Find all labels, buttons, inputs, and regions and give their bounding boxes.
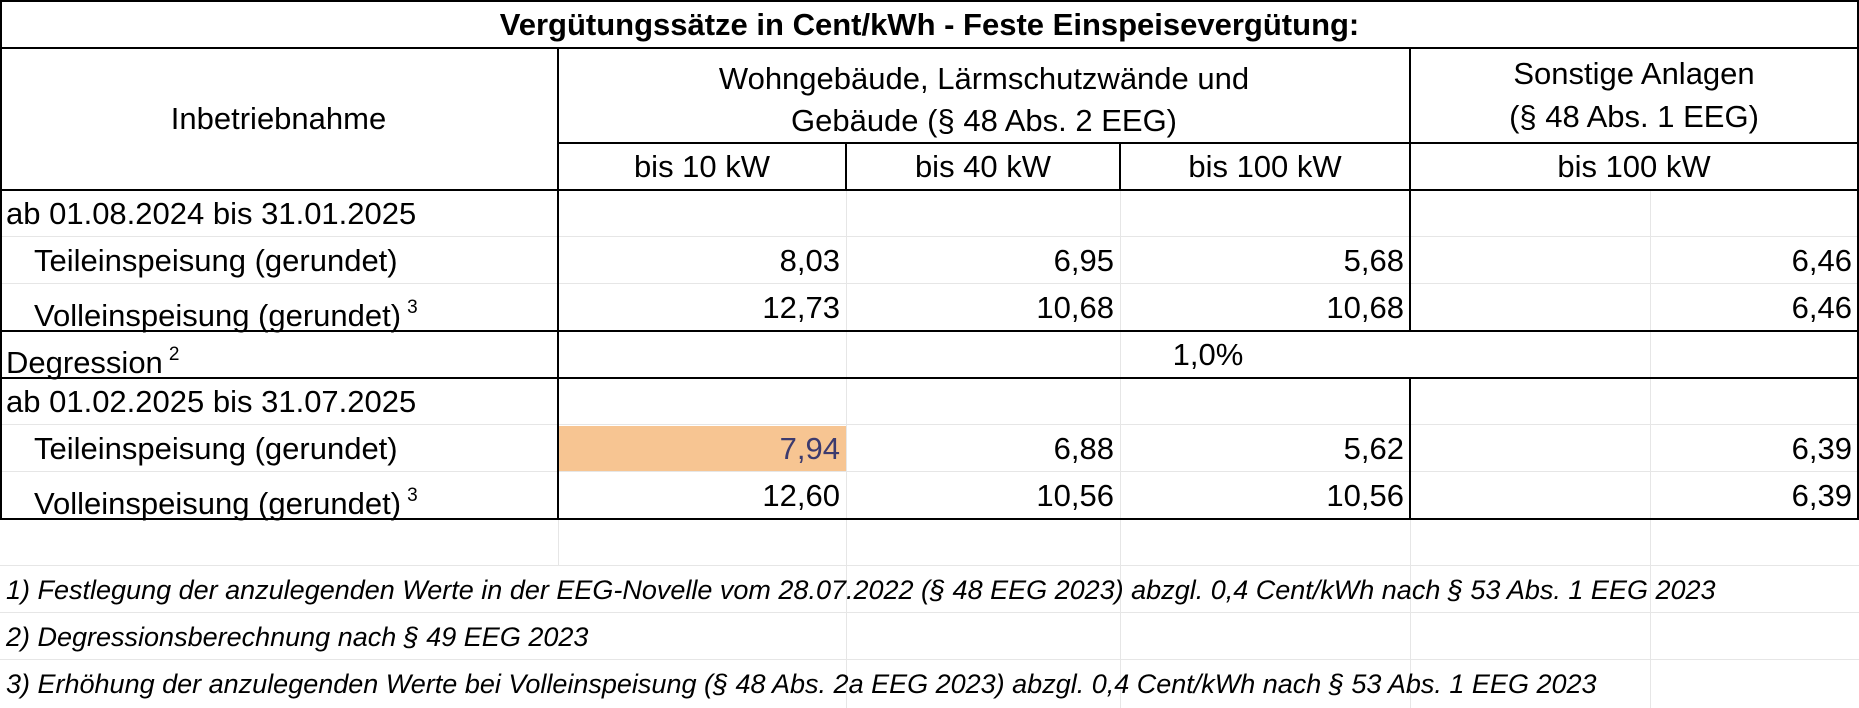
table-cell[interactable]: 12,60 (762, 478, 840, 513)
table-border (0, 377, 1859, 379)
table-cell[interactable]: 7,94 (779, 431, 840, 466)
table-border (0, 0, 1859, 2)
table-border (0, 0, 2, 520)
group-header-wohngebaeude-line2: Gebäude (§ 48 Abs. 2 EEG) (790, 103, 1178, 138)
period-2-label: ab 01.02.2025 bis 31.07.2025 (6, 384, 417, 419)
group-header-sonstige-line1: Sonstige Anlagen (1513, 56, 1755, 91)
gridline (1410, 520, 1411, 708)
table-cell[interactable]: 6,39 (1791, 478, 1852, 513)
table-border (1857, 0, 1859, 520)
table-title: Vergütungssätze in Cent/kWh - Feste Eins… (499, 7, 1360, 42)
period-1-volleinspeisung-label: Volleinspeisung (gerundet) 3 (34, 297, 418, 333)
gridline (0, 283, 1859, 284)
table-border (0, 189, 1859, 191)
footnote-1: 1) Festlegung der anzulegenden Werte in … (6, 575, 1716, 605)
table-cell[interactable]: 5,68 (1343, 243, 1404, 278)
column-header-inbetriebnahme: Inbetriebnahme (170, 101, 387, 136)
subheader-sonstige-bis-100kw: bis 100 kW (1557, 149, 1711, 184)
table-cell[interactable]: 12,73 (762, 290, 840, 325)
footnote-ref: 2 (168, 344, 180, 365)
group-header-wohngebaeude-line1: Wohngebäude, Lärmschutzwände und (718, 61, 1250, 96)
gridline (0, 565, 1859, 566)
table-cell[interactable]: 5,62 (1343, 431, 1404, 466)
table-cell[interactable]: 10,68 (1326, 290, 1404, 325)
subheader-bis-100kw: bis 100 kW (1188, 149, 1342, 184)
period-1-label: ab 01.08.2024 bis 31.01.2025 (6, 196, 417, 231)
gridline (0, 612, 1859, 613)
table-border (1409, 377, 1411, 520)
table-cell[interactable]: 10,56 (1326, 478, 1404, 513)
footnote-ref: 3 (407, 485, 418, 506)
subheader-bis-40kw: bis 40 kW (914, 149, 1052, 184)
table-border (0, 47, 1859, 49)
gridline (1120, 189, 1121, 708)
footnote-ref: 3 (407, 297, 418, 318)
table-border (558, 142, 1859, 144)
table-cell[interactable]: 8,03 (779, 243, 840, 278)
table-border (845, 142, 847, 190)
table-cell[interactable]: 6,46 (1791, 243, 1852, 278)
table-border (0, 330, 1859, 332)
table-border (557, 47, 559, 520)
gridline (0, 659, 1859, 660)
table-border (1409, 47, 1411, 332)
table-cell[interactable]: 6,46 (1791, 290, 1852, 325)
gridline (0, 471, 1859, 472)
table-border (0, 518, 1859, 520)
gridline (0, 424, 1859, 425)
footnote-3: 3) Erhöhung der anzulegenden Werte bei V… (6, 669, 1597, 699)
subheader-bis-10kw: bis 10 kW (633, 149, 771, 184)
period-2-teileinspeisung-label: Teileinspeisung (gerundet) (34, 431, 398, 466)
table-cell[interactable]: 6,95 (1053, 243, 1114, 278)
gridline (558, 520, 559, 565)
degression-label: Degression 2 (6, 344, 180, 380)
highlighted-cell[interactable] (559, 426, 846, 471)
table-cell[interactable]: 6,39 (1791, 431, 1852, 466)
gridline (846, 189, 847, 708)
gridline (1650, 189, 1651, 708)
period-1-teileinspeisung-label: Teileinspeisung (gerundet) (34, 243, 398, 278)
gridline (0, 236, 1859, 237)
table-cell[interactable]: 6,88 (1053, 431, 1114, 466)
group-header-sonstige-line2: (§ 48 Abs. 1 EEG) (1509, 99, 1759, 134)
period-2-volleinspeisung-label: Volleinspeisung (gerundet) 3 (34, 485, 418, 521)
table-cell[interactable]: 10,56 (1036, 478, 1114, 513)
degression-value[interactable]: 1,0% (1172, 337, 1244, 372)
table-border (1119, 142, 1121, 190)
table-cell[interactable]: 10,68 (1036, 290, 1114, 325)
footnote-2: 2) Degressionsberechnung nach § 49 EEG 2… (6, 622, 589, 652)
